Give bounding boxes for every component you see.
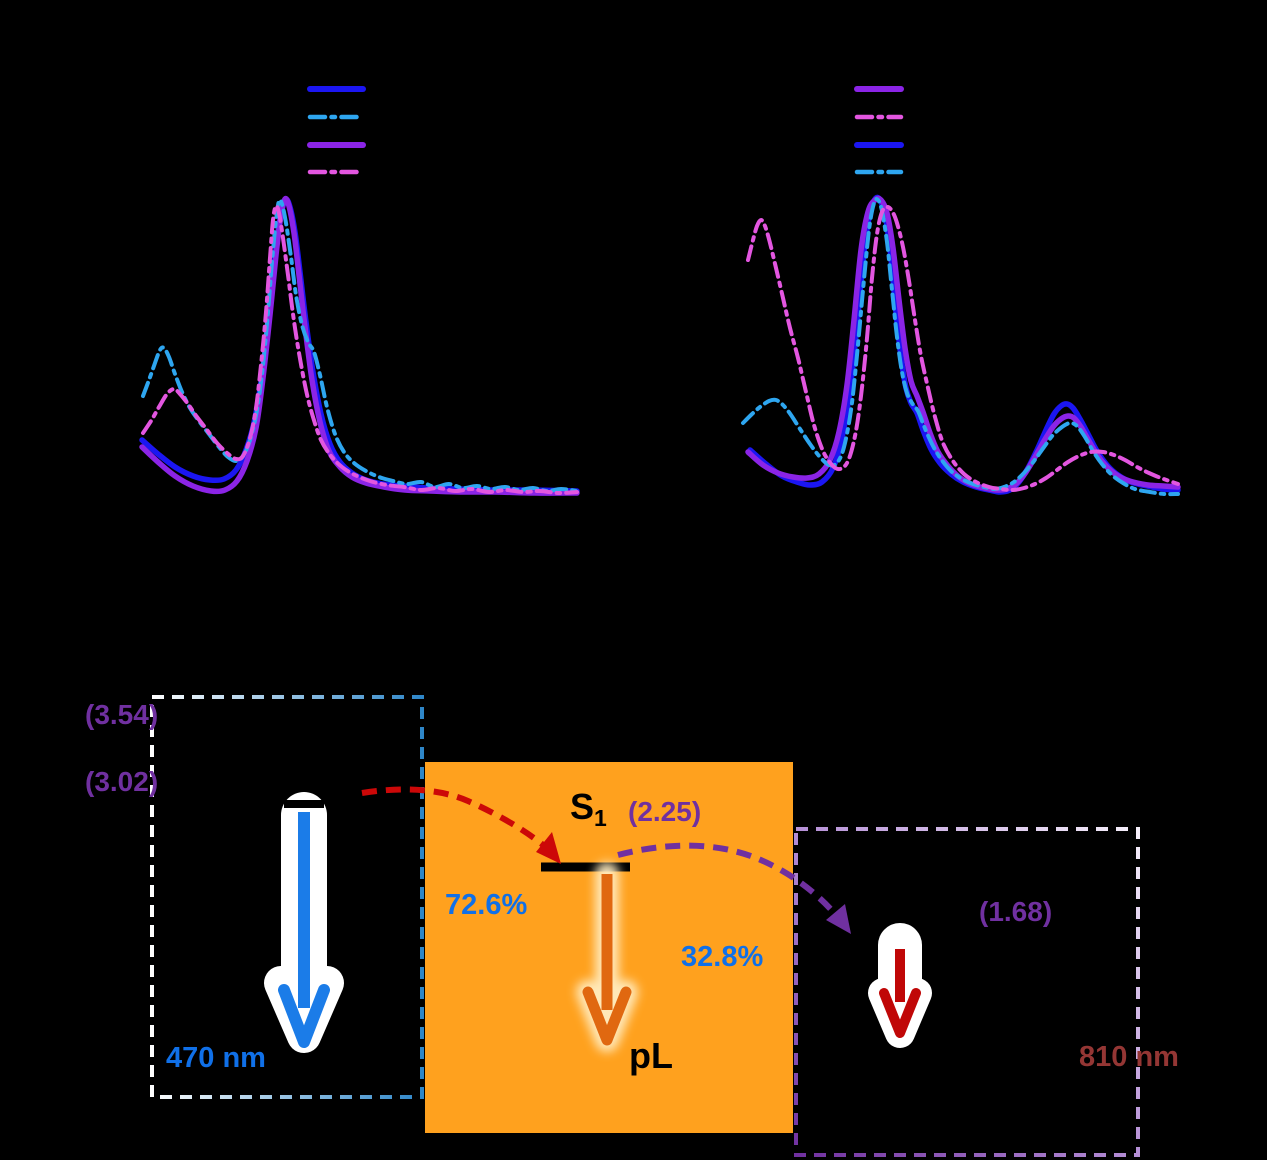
emission-wavelength-label: 810 nm	[1079, 1041, 1179, 1073]
purple-transfer-arc-head	[826, 904, 851, 934]
excitation-wavelength-label: 470 nm	[166, 1042, 266, 1074]
blue-down-arrow	[264, 792, 344, 1053]
red-transfer-arc	[361, 786, 561, 864]
blue-arrow-head	[278, 984, 330, 1048]
legend-right	[854, 86, 904, 175]
excitation-470-dashed-box	[150, 695, 424, 1099]
purple-transfer-arc	[617, 842, 851, 934]
red-transfer-arc-head	[536, 832, 561, 864]
efficiency-in-label: 72.6%	[445, 889, 528, 921]
series-cyan-dashdot	[141, 197, 579, 494]
energy-value-3-54: (3.54)	[85, 699, 159, 730]
energy-value-3-02: (3.02)	[85, 766, 159, 797]
efficiency-out-label: 32.8%	[681, 941, 764, 973]
red-arrow-head	[879, 988, 921, 1038]
series-blue-solid	[139, 196, 580, 494]
emission-810-dashed-box	[794, 827, 1140, 1157]
red-transfer-arc-line	[361, 786, 553, 854]
spectrum-chart-left	[139, 195, 580, 496]
series-blue-solid	[747, 194, 1181, 495]
orange-arrow-head	[582, 986, 632, 1046]
s1-state-letter: S	[570, 786, 595, 827]
energy-value-2-25: (2.25)	[628, 796, 702, 827]
series-magenta-dashdot	[141, 203, 579, 496]
pl-process-label: pL	[629, 1035, 673, 1076]
series-cyan-dashdot	[741, 197, 1180, 497]
energy-value-1-68: (1.68)	[979, 896, 1053, 927]
s1-state-label: S1	[570, 788, 607, 830]
series-magenta-dashdot	[746, 204, 1180, 493]
orange-down-arrow	[576, 862, 638, 1052]
red-down-arrow	[868, 923, 932, 1048]
s1-state-subscript: 1	[594, 805, 607, 831]
legend-left	[307, 86, 366, 175]
purple-transfer-arc-line	[617, 842, 843, 922]
series-violet-solid	[139, 195, 580, 496]
spectrum-chart-right	[741, 194, 1181, 497]
